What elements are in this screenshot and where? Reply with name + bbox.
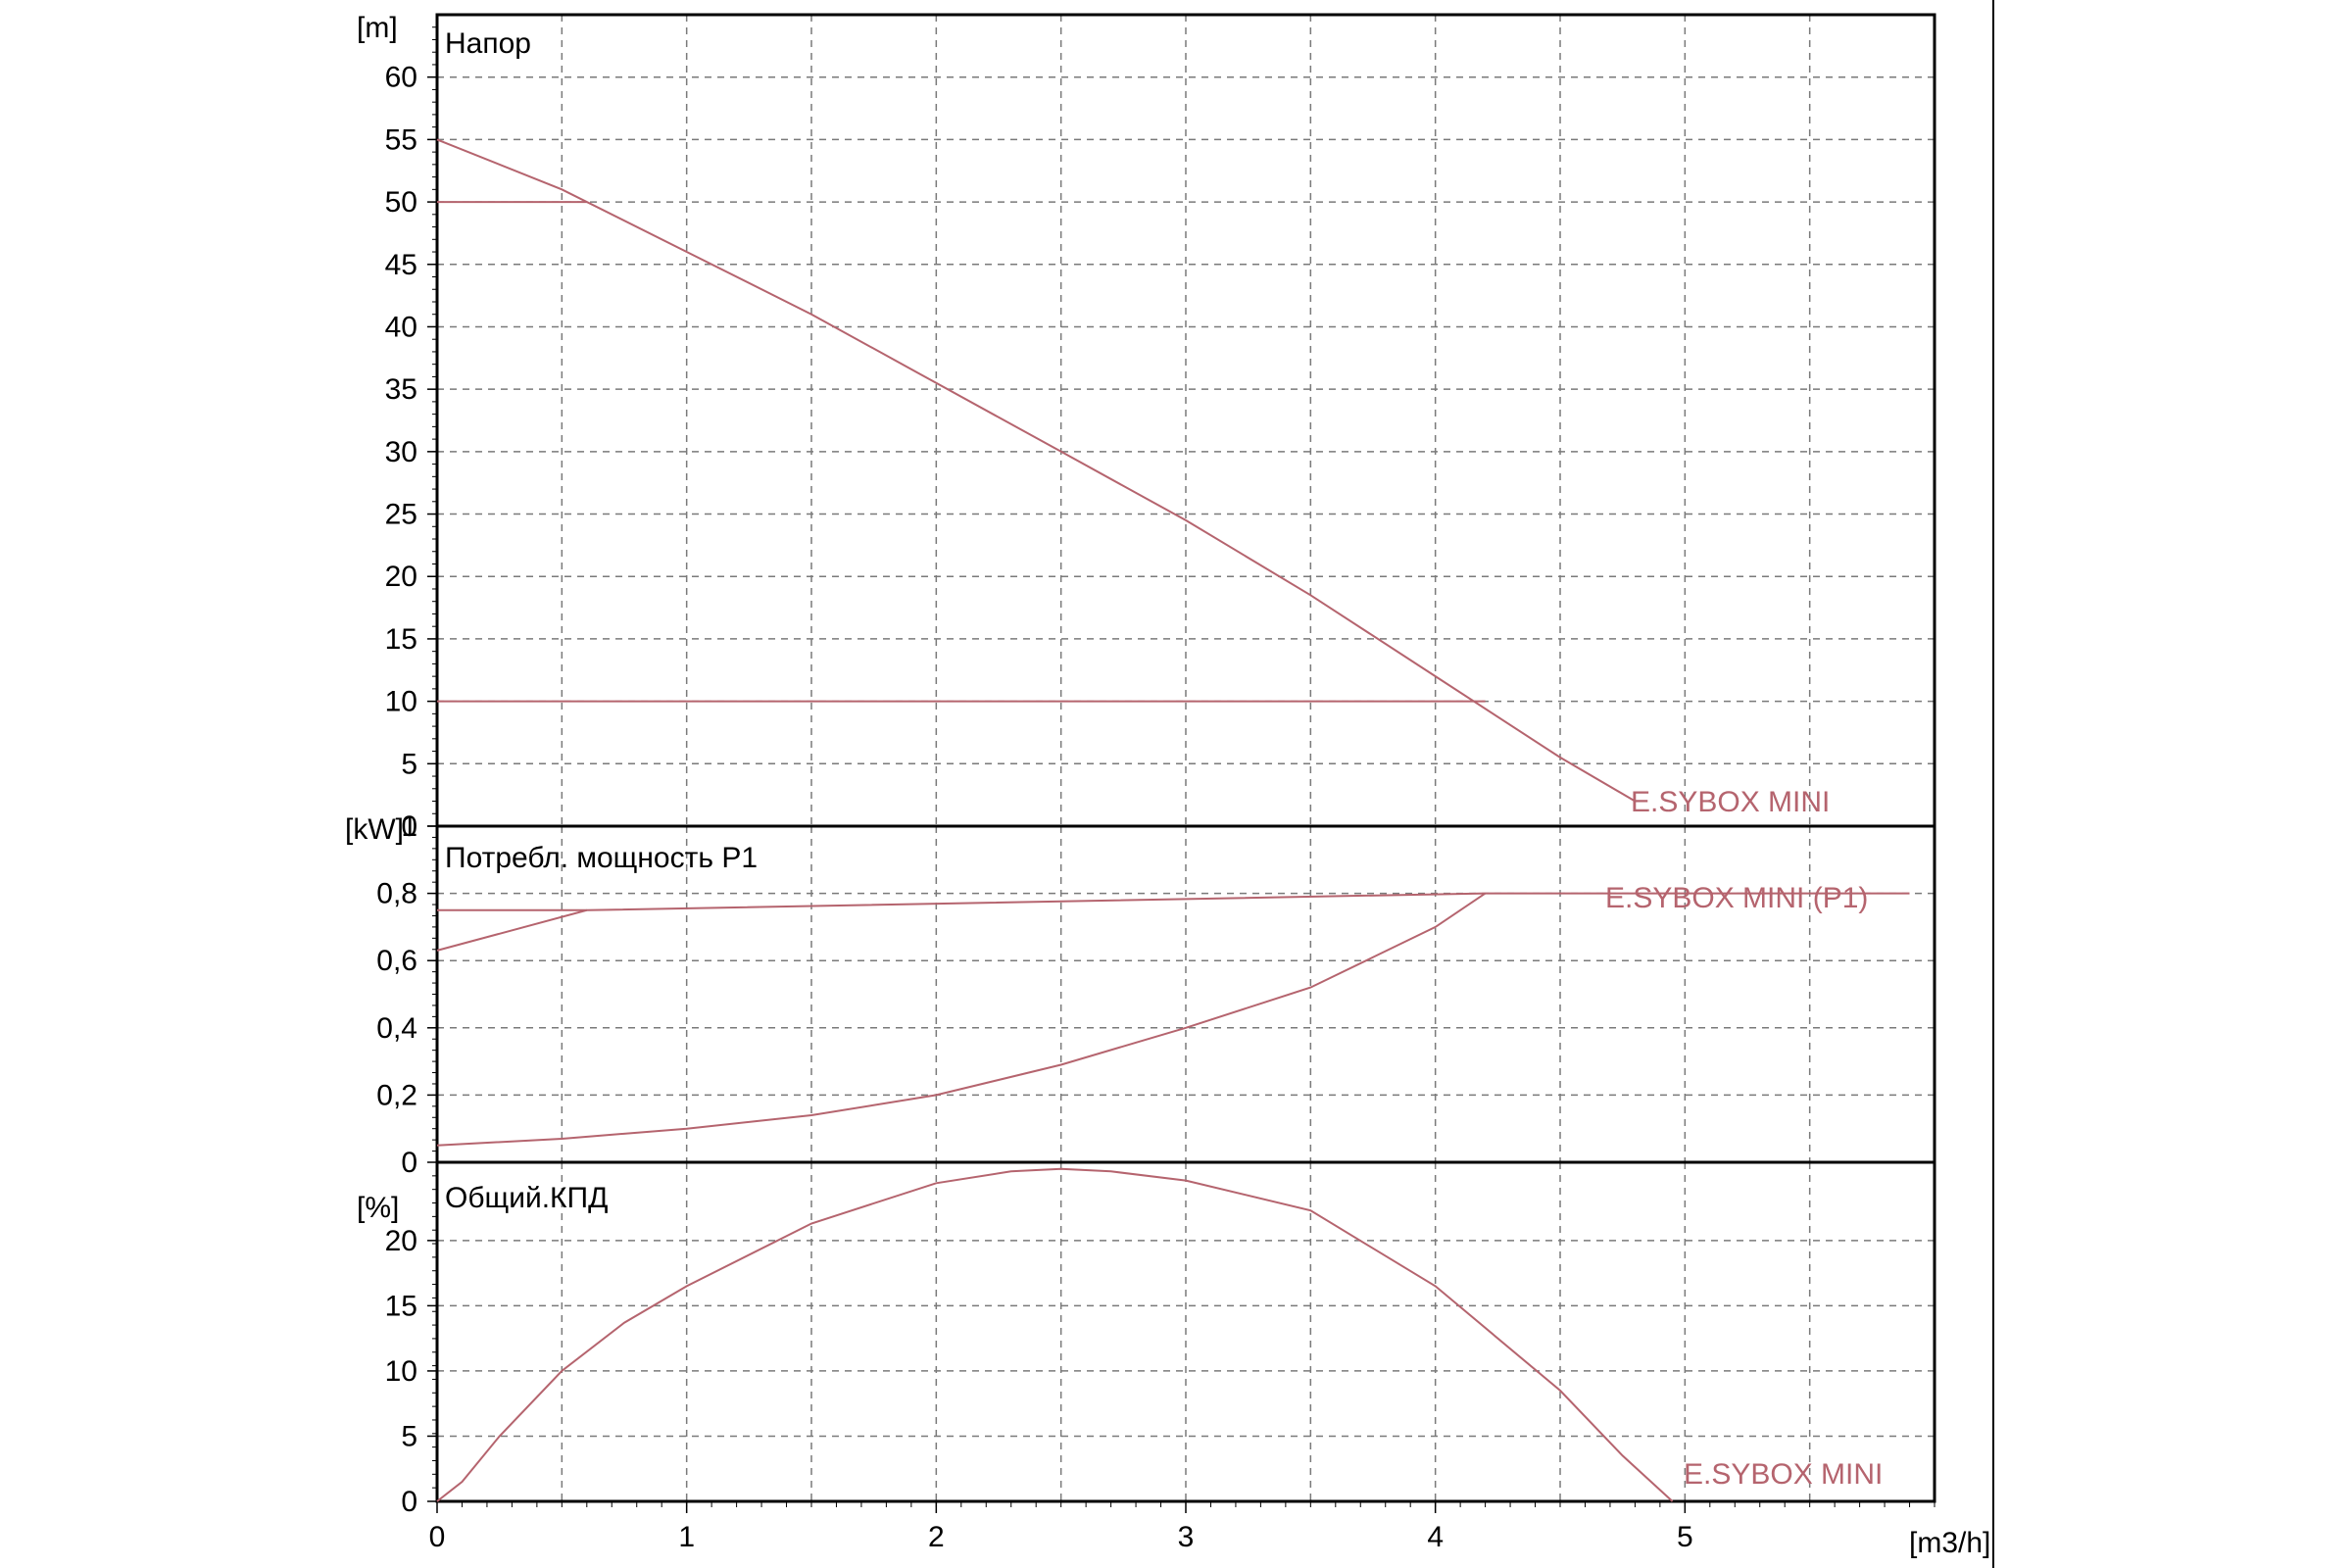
y-tick-label: 1 xyxy=(401,810,417,843)
x-tick-label: 0 xyxy=(429,1521,446,1553)
unit-label-head: [m] xyxy=(357,12,398,44)
y-tick-label: 15 xyxy=(385,623,417,656)
y-tick-label: 10 xyxy=(385,686,417,718)
reference-line xyxy=(436,892,1910,952)
series-line xyxy=(436,1167,1674,1502)
y-tick-label: 55 xyxy=(385,123,417,156)
y-tick-label: 0 xyxy=(401,1486,417,1518)
series-label-efficiency: E.SYBOX MINI xyxy=(1684,1458,1883,1491)
y-tick-label: 20 xyxy=(385,561,417,593)
unit-label-efficiency: [%] xyxy=(357,1192,399,1224)
y-tick-label: 0,8 xyxy=(376,878,417,910)
y-tick-label: 10 xyxy=(385,1355,417,1388)
x-tick-label: 4 xyxy=(1427,1521,1444,1553)
x-tick-label: 3 xyxy=(1178,1521,1195,1553)
y-tick-label: 35 xyxy=(385,373,417,406)
y-tick-label: 45 xyxy=(385,249,417,281)
y-tick-label: 0,6 xyxy=(376,945,417,977)
text-layer: Напор Потребл. мощность P1 Общий.КПД [m]… xyxy=(345,12,1990,1559)
y-tick-label: 15 xyxy=(385,1290,417,1322)
frame-layer xyxy=(435,13,1936,1503)
series-line xyxy=(436,138,1636,803)
panel-title-power: Потребл. мощность P1 xyxy=(445,842,758,874)
y-tick-label: 20 xyxy=(385,1225,417,1257)
y-tick-label: 5 xyxy=(401,748,417,780)
grid-layer xyxy=(427,15,1936,1513)
panel-frame xyxy=(435,1160,1936,1503)
x-tick-label: 2 xyxy=(928,1521,945,1553)
x-axis-label: [m3/h] xyxy=(1909,1527,1990,1559)
x-tick-label: 5 xyxy=(1677,1521,1693,1553)
x-tick-label: 1 xyxy=(678,1521,695,1553)
y-tick-label: 0 xyxy=(401,810,417,843)
panel-title-efficiency: Общий.КПД xyxy=(445,1182,608,1214)
series-label-power: E.SYBOX MINI (P1) xyxy=(1605,882,1868,914)
series-label-head: E.SYBOX MINI xyxy=(1631,786,1830,818)
y-tick-label: 0,4 xyxy=(376,1012,417,1045)
y-tick-label: 25 xyxy=(385,499,417,531)
series-line xyxy=(436,892,1487,1147)
y-tick-label: 30 xyxy=(385,436,417,468)
y-tick-label: 40 xyxy=(385,311,417,343)
unit-label-power: [kW] xyxy=(345,813,404,846)
y-tick-label: 0 xyxy=(401,1147,417,1179)
y-tick-label: 50 xyxy=(385,186,417,219)
panel-title-head: Напор xyxy=(445,27,531,60)
y-tick-label: 0,2 xyxy=(376,1079,417,1111)
y-tick-label: 60 xyxy=(385,62,417,94)
curve-layer xyxy=(436,138,1910,1502)
y-tick-label: 5 xyxy=(401,1420,417,1452)
